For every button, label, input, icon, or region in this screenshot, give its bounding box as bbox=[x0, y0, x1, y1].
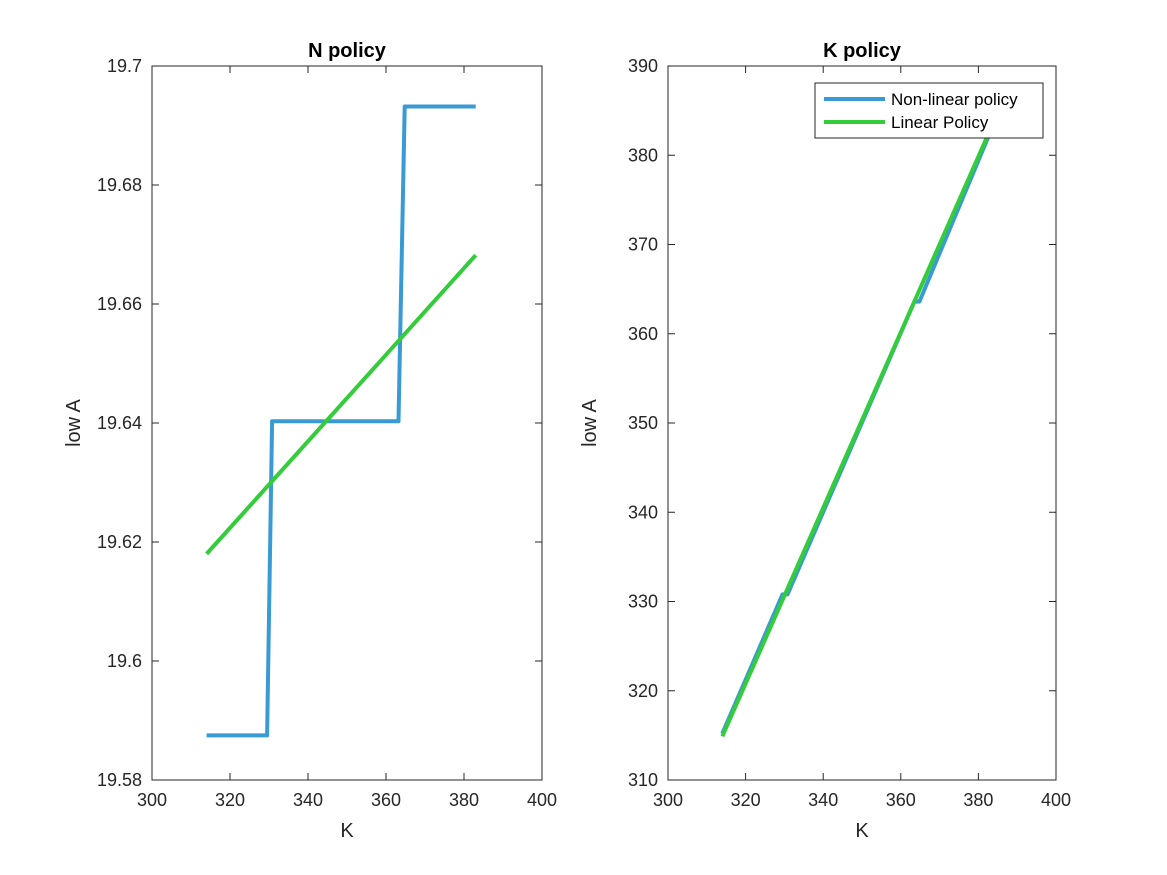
y-tick-label: 320 bbox=[628, 681, 658, 701]
legend-label-nonlinear: Non-linear policy bbox=[891, 90, 1018, 109]
k-policy-plot: 300 320 340 360 380 400 310 320 330 340 350 360 370 3… bbox=[579, 40, 1071, 842]
x-tick-label: 400 bbox=[1041, 790, 1071, 810]
y-tick-label: 390 bbox=[628, 56, 658, 76]
series-line-linear bbox=[205, 253, 478, 556]
n-policy-y-axis-label: low A bbox=[63, 398, 85, 446]
series-line-linear bbox=[720, 129, 992, 738]
x-tick-label: 340 bbox=[808, 790, 838, 810]
y-tick-label: 360 bbox=[628, 324, 658, 344]
y-tick-label: 330 bbox=[628, 592, 658, 612]
n-policy-plot: 300 320 340 360 380 400 19.58 19.6 19.62 19.64 19.… bbox=[63, 40, 557, 842]
y-tick-label: 19.66 bbox=[97, 294, 142, 314]
y-tick-label: 19.68 bbox=[97, 175, 142, 195]
y-tick-label: 310 bbox=[628, 770, 658, 790]
x-tick-label: 380 bbox=[449, 790, 479, 810]
y-tick-label: 340 bbox=[628, 502, 658, 522]
y-tick-label: 19.64 bbox=[97, 413, 142, 433]
k-policy-y-axis-label: low A bbox=[579, 398, 601, 446]
k-policy-ticks: 300 320 340 360 380 400 310 320 330 340 350 360 370 3… bbox=[628, 56, 1071, 810]
n-policy-ticks: 300 320 340 360 380 400 19.58 19.6 19.62 19.64 19.… bbox=[97, 56, 557, 810]
k-policy-title: K policy bbox=[823, 40, 902, 62]
y-tick-label: 19.62 bbox=[97, 532, 142, 552]
k-policy-legend: Non-linear policy Linear Policy bbox=[814, 82, 1044, 139]
x-tick-label: 300 bbox=[653, 790, 683, 810]
legend-box bbox=[814, 82, 1044, 139]
y-tick-label: 350 bbox=[628, 413, 658, 433]
y-tick-label: 380 bbox=[628, 145, 658, 165]
y-tick-label: 19.7 bbox=[107, 56, 142, 76]
x-tick-label: 380 bbox=[963, 790, 993, 810]
x-tick-label: 340 bbox=[293, 790, 323, 810]
y-tick-label: 19.6 bbox=[107, 651, 142, 671]
x-tick-label: 360 bbox=[886, 790, 916, 810]
x-tick-label: 320 bbox=[731, 790, 761, 810]
series-line-nonlinear bbox=[206, 104, 476, 738]
n-policy-x-axis-label: K bbox=[340, 820, 354, 842]
y-tick-label: 370 bbox=[628, 235, 658, 255]
n-policy-title: N policy bbox=[308, 40, 387, 62]
n-policy-series bbox=[205, 104, 478, 738]
x-tick-label: 360 bbox=[371, 790, 401, 810]
x-tick-label: 300 bbox=[137, 790, 167, 810]
x-tick-label: 400 bbox=[527, 790, 557, 810]
legend-label-linear: Linear Policy bbox=[891, 113, 989, 132]
k-policy-x-axis-label: K bbox=[855, 820, 869, 842]
k-policy-series bbox=[720, 129, 992, 738]
x-tick-label: 320 bbox=[215, 790, 245, 810]
y-tick-label: 19.58 bbox=[97, 770, 142, 790]
